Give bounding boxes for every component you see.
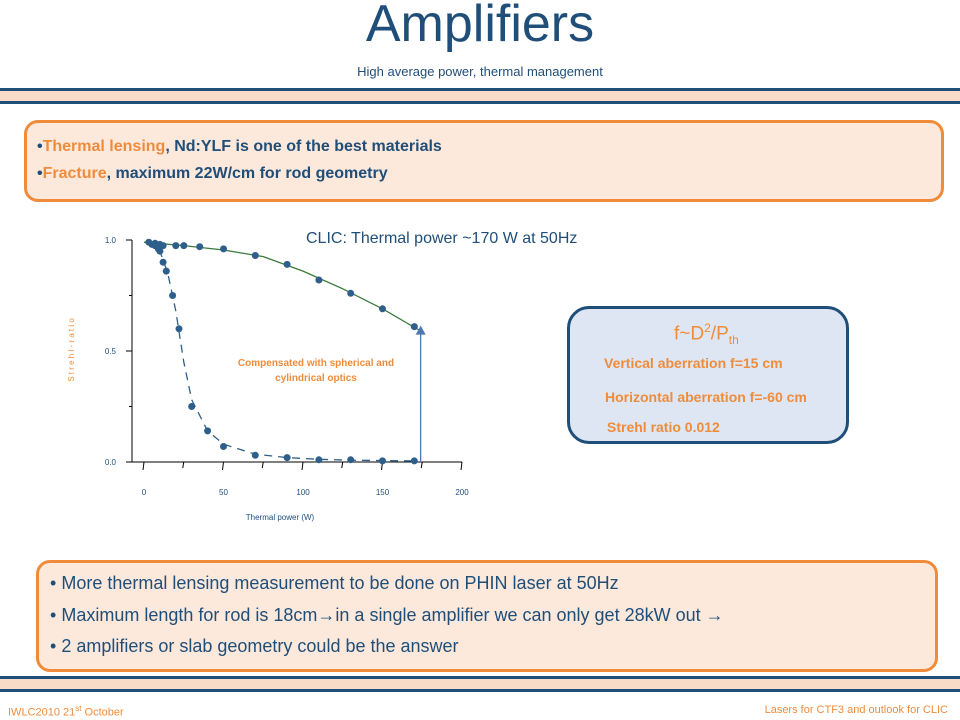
formula-superscript: 2 — [704, 321, 711, 335]
uncompensated-data-point — [220, 443, 227, 450]
slide-subtitle: High average power, thermal management — [357, 64, 603, 79]
compensated-data-point — [379, 305, 386, 313]
uncompensated-data-point — [410, 457, 418, 465]
next-step-text: Maximum length for rod is 18cm→in a sing… — [61, 605, 724, 625]
x-minor-tick — [341, 461, 344, 469]
chart-annotation-line1: Compensated with spherical and — [238, 358, 394, 369]
uncompensated-data-point — [283, 454, 291, 462]
bullet-highlight: Fracture — [42, 165, 107, 182]
footer-event-sup: st — [75, 704, 82, 713]
next-step-text: 2 amplifiers or slab geometry could be t… — [61, 636, 459, 656]
x-tick-label: 200 — [455, 488, 469, 497]
y-axis-label: S t r e h l - r a t i o — [67, 318, 76, 382]
bullet-highlight: Thermal lensing — [42, 138, 166, 155]
uncompensated-data-point — [379, 457, 386, 465]
uncompensated-data-point — [188, 403, 196, 410]
compensated-data-point — [220, 245, 227, 253]
compensated-data-point — [283, 260, 291, 268]
footer-event-name: IWLC2010 21 — [8, 706, 76, 719]
bullet-fracture: •Fracture, maximum 22W/cm for rod geomet… — [37, 165, 388, 183]
top-divider-bar — [0, 88, 960, 104]
x-tick — [222, 461, 224, 471]
x-axis-label: Thermal power (W) — [246, 513, 315, 522]
vertical-aberration: Vertical aberration f=15 cm — [604, 355, 783, 371]
uncompensated-data-point — [175, 325, 183, 333]
uncompensated-data-point — [169, 292, 177, 299]
bullet-thermal-lensing: •Thermal lensing, Nd:YLF is one of the b… — [37, 138, 442, 156]
next-step-text: More thermal lensing measurement to be d… — [61, 573, 619, 593]
chart-annotation-line2: cylindrical optics — [275, 373, 357, 384]
formula-mid: /P — [710, 323, 729, 345]
footer-event-month: October — [81, 706, 124, 719]
bullet-text: , Nd:YLF is one of the best materials — [165, 138, 442, 155]
chart-data-points — [145, 238, 418, 465]
compensated-data-point — [251, 252, 259, 259]
uncompensated-fit-curve — [148, 239, 415, 462]
bullet-marker: • — [37, 138, 43, 155]
x-minor-tick — [420, 461, 423, 469]
bullet-marker: • — [37, 165, 43, 182]
compensated-data-point — [172, 242, 180, 250]
formula-subscript: th — [728, 333, 739, 348]
focal-length-formula: f~D2/Pth — [674, 321, 739, 347]
compensated-data-point — [196, 243, 204, 251]
x-tick — [460, 461, 463, 471]
x-tick-label: 50 — [219, 488, 228, 497]
horizontal-aberration: Horizontal aberration f=-60 cm — [605, 389, 807, 405]
key-points-box: •Thermal lensing, Nd:YLF is one of the b… — [24, 120, 944, 202]
uncompensated-data-point — [347, 456, 355, 464]
chart-axes: 0.0 0.5 1.0 0 50 100 150 200 — [105, 236, 469, 497]
formula-main: f~D — [674, 323, 705, 345]
x-tick — [142, 461, 145, 471]
strehl-ratio-value: Strehl ratio 0.012 — [607, 419, 720, 435]
uncompensated-data-point — [251, 451, 259, 459]
bullet-marker: • — [50, 573, 57, 593]
x-tick — [301, 461, 304, 471]
uncompensated-data-point — [204, 427, 212, 435]
uncompensated-data-point — [159, 258, 167, 266]
y-tick-label: 0.5 — [105, 347, 117, 356]
bottom-divider-bar — [0, 676, 960, 692]
x-minor-tick — [261, 461, 264, 469]
uncompensated-data-point — [315, 456, 323, 464]
chart-fit-curves — [143, 239, 426, 462]
compensated-fit-curve — [143, 241, 422, 332]
slide-title: Amplifiers — [365, 0, 595, 53]
uncompensated-data-point — [156, 247, 164, 255]
next-steps-box: • More thermal lensing measurement to be… — [36, 560, 938, 672]
x-tick-label: 100 — [296, 488, 310, 497]
footer-event: IWLC2010 21st October — [8, 704, 124, 719]
y-tick-label: 1.0 — [105, 236, 117, 245]
compensated-data-point — [180, 242, 188, 250]
bullet-text: , maximum 22W/cm for rod geometry — [106, 165, 388, 182]
compensated-data-point — [347, 289, 355, 297]
compensated-data-point — [315, 276, 323, 284]
next-step-item: • 2 amplifiers or slab geometry could be… — [50, 636, 459, 657]
bullet-marker: • — [50, 636, 57, 656]
chart-annotation: Compensated with spherical and cylindrica… — [238, 358, 394, 384]
bullet-marker: • — [50, 605, 57, 625]
compensated-data-point — [410, 323, 418, 331]
footer-talk-title: Lasers for CTF3 and outlook for CLIC — [764, 704, 948, 716]
thermal-power-arrowhead — [415, 325, 426, 335]
strehl-ratio-chart: 0.00.51.00 50 100 150 200 Thermal power (W) … — [67, 236, 469, 522]
next-step-item: • Maximum length for rod is 18cm→in a si… — [50, 605, 724, 626]
clic-thermal-note: CLIC: Thermal power ~170 W at 50Hz — [306, 230, 578, 247]
x-tick-label: 0 — [142, 488, 147, 497]
next-step-item: • More thermal lensing measurement to be… — [50, 573, 619, 594]
x-tick-label: 150 — [376, 488, 390, 497]
x-minor-tick — [182, 461, 185, 469]
uncompensated-data-point — [162, 267, 170, 275]
y-tick-label: 0.0 — [105, 458, 117, 467]
thermal-lens-formula-box: f~D2/Pth Vertical aberration f=15 cm Hor… — [567, 306, 849, 444]
